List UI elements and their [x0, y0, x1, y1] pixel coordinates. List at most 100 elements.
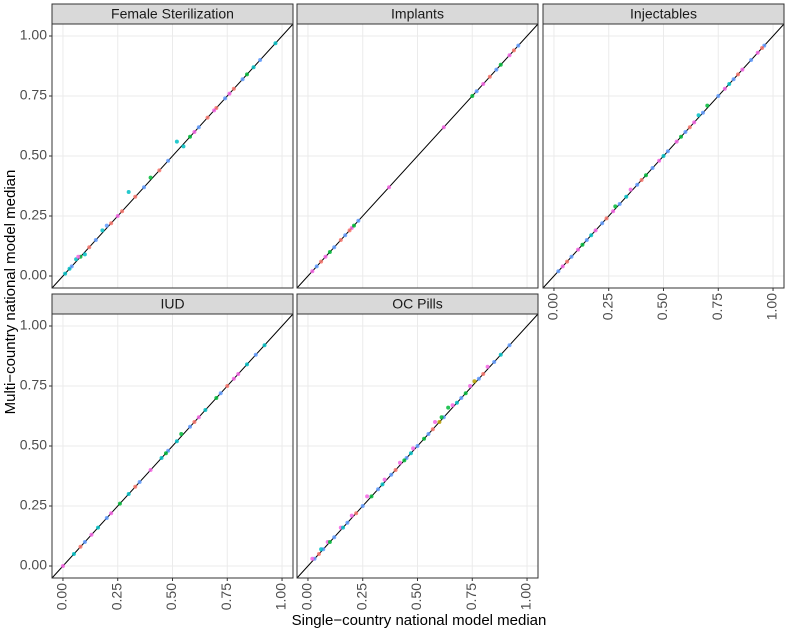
- point: [376, 487, 381, 492]
- point: [323, 254, 328, 259]
- point: [240, 77, 245, 82]
- point: [120, 209, 125, 214]
- point: [63, 271, 68, 276]
- point: [354, 511, 359, 516]
- point: [332, 245, 337, 250]
- point: [82, 252, 87, 257]
- point: [126, 190, 131, 194]
- point: [382, 477, 387, 482]
- strip-text: OC Pills: [392, 296, 443, 312]
- point: [635, 182, 640, 187]
- point: [459, 396, 464, 400]
- point: [174, 139, 179, 144]
- point: [481, 82, 486, 86]
- point: [159, 456, 164, 460]
- point: [679, 134, 684, 139]
- point: [327, 540, 332, 544]
- point: [755, 50, 760, 55]
- point: [716, 94, 721, 98]
- strip: [296, 3, 539, 25]
- point: [481, 372, 486, 376]
- point: [60, 564, 65, 568]
- point: [705, 103, 710, 108]
- point: [126, 492, 131, 496]
- point: [137, 480, 142, 484]
- point: [624, 194, 629, 199]
- y-tick-label: 0.75: [20, 87, 47, 103]
- point: [76, 254, 81, 259]
- point: [78, 544, 83, 549]
- point: [188, 134, 193, 139]
- point: [93, 238, 98, 242]
- point: [760, 46, 765, 50]
- point: [174, 439, 179, 444]
- y-axis-title: Multi−country national model median: [2, 170, 19, 415]
- point: [687, 125, 692, 130]
- strip: [296, 293, 539, 315]
- point: [69, 264, 74, 269]
- point: [253, 352, 258, 357]
- point: [356, 218, 361, 223]
- x-tick-label: 1.00: [273, 583, 289, 610]
- x-tick-label: 0.00: [545, 293, 561, 320]
- point: [507, 343, 512, 348]
- reference-line: [296, 23, 539, 289]
- point: [683, 130, 688, 134]
- point: [441, 125, 446, 130]
- point: [100, 228, 105, 233]
- point: [365, 494, 370, 499]
- point: [236, 372, 241, 376]
- point: [231, 376, 236, 381]
- point: [665, 149, 670, 154]
- point: [650, 166, 655, 170]
- point: [89, 532, 94, 537]
- strip-text: IUD: [160, 296, 184, 312]
- point: [347, 228, 352, 233]
- y-tick-label: 0.00: [20, 557, 47, 573]
- point: [227, 91, 232, 96]
- point: [584, 238, 589, 242]
- point: [104, 516, 109, 520]
- point: [450, 403, 455, 408]
- point: [470, 94, 475, 98]
- point: [203, 408, 208, 412]
- point: [487, 74, 492, 79]
- point: [214, 396, 219, 400]
- point: [393, 468, 398, 472]
- point: [148, 468, 153, 472]
- point: [692, 120, 697, 125]
- y-tick-label: 0.25: [20, 207, 47, 223]
- point: [507, 53, 512, 58]
- point: [492, 360, 497, 364]
- point: [196, 415, 201, 420]
- point: [511, 48, 516, 53]
- point: [628, 187, 633, 192]
- point: [343, 233, 348, 238]
- point: [244, 362, 249, 367]
- point: [494, 67, 499, 72]
- point: [181, 144, 186, 149]
- point: [569, 254, 574, 259]
- point: [166, 158, 171, 163]
- point: [142, 185, 147, 190]
- point: [319, 547, 324, 552]
- point: [430, 427, 435, 432]
- point: [397, 460, 402, 465]
- point: [657, 158, 662, 163]
- x-tick-label: 0.75: [709, 293, 725, 320]
- point: [463, 391, 468, 396]
- point: [273, 41, 278, 46]
- point: [674, 139, 679, 144]
- point: [576, 247, 581, 252]
- point: [157, 168, 162, 173]
- point: [727, 82, 732, 86]
- point: [611, 209, 616, 214]
- point: [218, 391, 223, 396]
- point: [188, 424, 193, 429]
- point: [225, 384, 230, 388]
- point: [433, 420, 438, 424]
- point: [192, 420, 197, 424]
- point: [360, 504, 365, 508]
- point: [446, 405, 451, 410]
- point: [332, 535, 337, 540]
